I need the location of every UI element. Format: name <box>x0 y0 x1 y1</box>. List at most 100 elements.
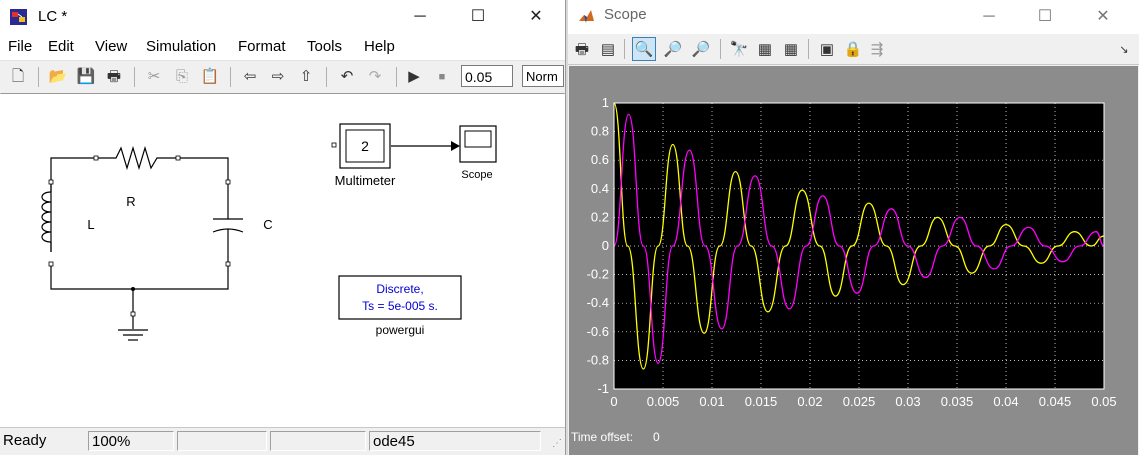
inductor-port <box>48 261 54 267</box>
x-tick-label: 0.02 <box>797 394 822 409</box>
time-offset-label: Time offset: <box>571 430 633 444</box>
x-tick-label: 0.04 <box>993 394 1018 409</box>
lock-axes-icon[interactable]: 🔒 <box>843 41 863 58</box>
resistor-symbol[interactable] <box>96 145 178 171</box>
status-state: Ready <box>3 432 47 449</box>
toolbar-separator <box>624 39 625 59</box>
undo-icon[interactable]: ↶ <box>340 68 354 85</box>
capacitor-symbol[interactable] <box>212 182 244 264</box>
inductor-symbol[interactable] <box>41 182 52 252</box>
powergui-label: powergui <box>376 323 425 337</box>
menu-format[interactable]: Format <box>238 38 286 55</box>
floating-scope-icon[interactable]: ▣ <box>819 41 835 58</box>
y-tick-label: 0.8 <box>591 124 609 139</box>
parameters-icon[interactable]: ▤ <box>600 41 616 58</box>
cut-icon[interactable]: ✂ <box>147 68 161 85</box>
matlab-logo-icon <box>578 9 595 25</box>
x-tick-label: 0.035 <box>941 394 974 409</box>
scope-block[interactable] <box>459 125 497 163</box>
multimeter-block[interactable]: 2 <box>339 123 391 169</box>
scope-window-title: Scope <box>604 6 647 23</box>
powergui-line2: Ts = 5e-005 s. <box>362 299 438 313</box>
capacitor-label: C <box>263 217 272 232</box>
circuit-diagram: R L C <box>41 123 497 341</box>
status-cell-empty <box>270 431 366 451</box>
inductor-port <box>48 179 54 185</box>
powergui-block[interactable]: Discrete, Ts = 5e-005 s. <box>338 275 462 320</box>
toolbar-separator <box>808 39 809 59</box>
paste-icon[interactable]: 📋 <box>200 68 220 85</box>
scope-minimize-button[interactable]: ─ <box>983 8 995 25</box>
ground-symbol[interactable] <box>118 329 148 341</box>
model-canvas[interactable]: R L C <box>1 93 564 426</box>
minimize-button[interactable]: ─ <box>414 8 426 25</box>
capacitor-port <box>225 179 231 185</box>
junction-node <box>131 287 135 291</box>
back-arrow-icon[interactable]: ⇦ <box>243 68 257 85</box>
y-tick-label: -1 <box>597 381 609 396</box>
print-icon[interactable]: 🖶 <box>106 68 122 85</box>
zoom-x-icon[interactable]: 🔎 <box>663 41 683 58</box>
resize-grip-icon[interactable]: ⋰ <box>552 438 562 449</box>
lc-toolbar: 🗋 📂 💾 🖶 ✂ ⎘ 📋 ⇦ ⇨ ⇧ ↶ ↷ ▶ ■ 0.05 Norm <box>0 60 565 94</box>
menu-simulation[interactable]: Simulation <box>146 38 217 55</box>
scope-chart[interactable]: 10.80.60.40.20-0.2-0.4-0.6-0.8-1 0 0.005 0… <box>569 66 1138 455</box>
new-model-icon[interactable]: 🗋 <box>11 68 25 85</box>
close-button[interactable]: ✕ <box>529 8 543 25</box>
menu-file[interactable]: File <box>8 38 33 55</box>
redo-icon[interactable]: ↷ <box>368 68 382 85</box>
resistor-port <box>93 155 99 161</box>
print-icon[interactable]: 🖶 <box>574 41 590 58</box>
play-icon[interactable]: ▶ <box>408 68 420 85</box>
restore-axes-icon[interactable]: ▦ <box>783 41 799 58</box>
x-tick-label: 0.045 <box>1039 394 1072 409</box>
y-tick-label: 0 <box>602 238 609 253</box>
menu-edit[interactable]: Edit <box>48 38 74 55</box>
signal-selector-icon[interactable]: ⇶ <box>870 41 884 58</box>
toolbar-overflow-icon[interactable]: ↘ <box>1119 44 1129 56</box>
lc-window-title: LC * <box>38 8 68 25</box>
autoscale-icon[interactable]: 🔭 <box>729 41 749 58</box>
forward-arrow-icon[interactable]: ⇨ <box>271 68 285 85</box>
lc-menu-bar: File Edit View Simulation Format Tools H… <box>0 34 565 60</box>
toolbar-separator <box>396 67 397 87</box>
scope-toolbar: 🖶 ▤ 🔍 🔎 🔎 🔭 ▦ ▦ ▣ 🔒 ⇶ ↘ <box>568 34 1139 65</box>
y-tick-label: 0.6 <box>591 152 609 167</box>
toolbar-separator <box>134 67 135 87</box>
y-tick-label: -0.4 <box>587 295 609 310</box>
menu-help[interactable]: Help <box>364 38 395 55</box>
zoom-y-icon[interactable]: 🔎 <box>691 41 711 58</box>
copy-icon[interactable]: ⎘ <box>175 68 188 85</box>
status-bar: Ready 100% ode45 ⋰ <box>0 427 565 455</box>
x-tick-label: 0.015 <box>745 394 778 409</box>
x-tick-labels: 0 0.005 0.01 0.015 0.02 0.025 0.03 0.035 0.04 0.0… <box>610 394 1116 409</box>
resistor-port <box>175 155 181 161</box>
powergui-line1: Discrete, <box>376 282 423 296</box>
up-arrow-icon[interactable]: ⇧ <box>299 68 313 85</box>
multimeter-port <box>331 142 337 148</box>
save-icon[interactable]: 💾 <box>76 68 96 85</box>
resistor-label: R <box>126 194 135 209</box>
status-cell-empty <box>177 431 267 451</box>
maximize-button[interactable]: ☐ <box>470 8 486 25</box>
x-tick-label: 0.05 <box>1091 394 1116 409</box>
menu-view[interactable]: View <box>95 38 128 55</box>
series-line-magenta <box>613 113 1105 364</box>
menu-tools[interactable]: Tools <box>307 38 343 55</box>
y-tick-label: 0.2 <box>591 209 609 224</box>
open-folder-icon[interactable]: 📂 <box>48 68 68 85</box>
y-tick-label: -0.6 <box>587 324 609 339</box>
scope-maximize-button[interactable]: ☐ <box>1037 8 1053 25</box>
scope-close-button[interactable]: ✕ <box>1096 8 1110 25</box>
zoom-icon[interactable]: 🔍 <box>632 37 656 61</box>
y-tick-label: -0.8 <box>587 352 609 367</box>
y-tick-label: 1 <box>602 95 609 110</box>
plot-frame <box>613 102 1105 390</box>
inductor-label: L <box>87 217 94 232</box>
simulation-mode-select[interactable]: Norm <box>522 65 564 87</box>
wire <box>50 157 96 252</box>
save-axes-icon[interactable]: ▦ <box>757 41 773 58</box>
lc-title-bar: LC * ─ ☐ ✕ <box>0 0 565 34</box>
stop-time-input[interactable]: 0.05 <box>461 65 513 87</box>
stop-icon[interactable]: ■ <box>438 71 446 83</box>
